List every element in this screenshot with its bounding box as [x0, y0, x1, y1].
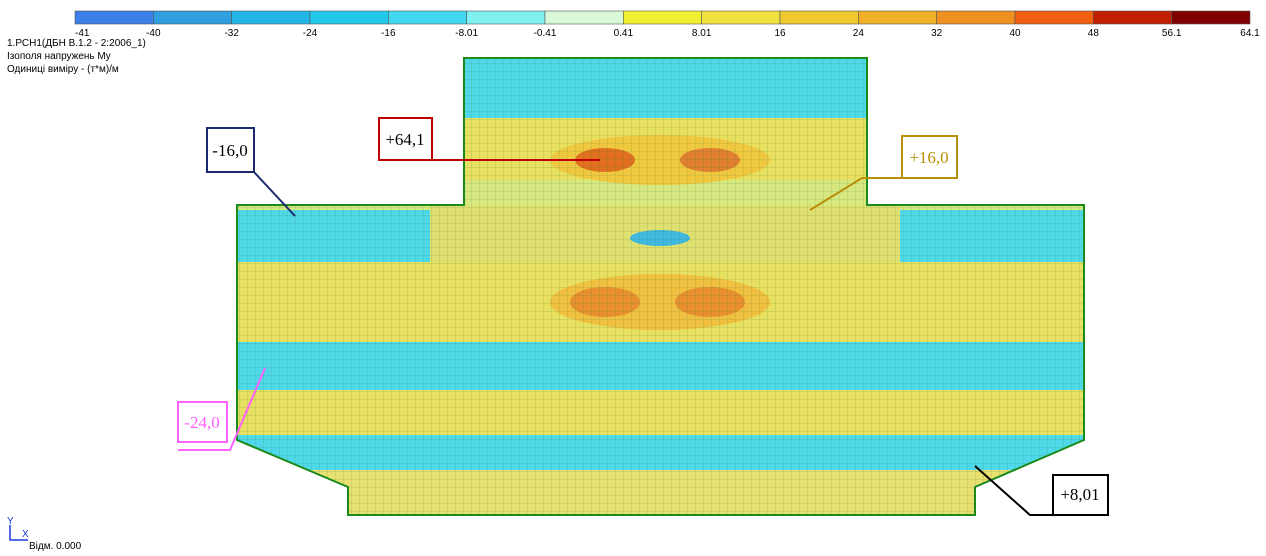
- axis-y: Y: [7, 516, 14, 527]
- legend-label: -32: [224, 28, 239, 39]
- callout: +16,0: [909, 148, 948, 167]
- legend-label: 32: [931, 28, 943, 39]
- legend-label: 8.01: [692, 28, 712, 39]
- legend-label: -24: [303, 28, 318, 39]
- legend-swatch: [858, 11, 936, 24]
- legend-swatch: [75, 11, 153, 24]
- legend-label: 56.1: [1162, 28, 1182, 39]
- legend-swatch: [232, 11, 310, 24]
- legend-swatch: [310, 11, 388, 24]
- legend-label: 16: [774, 28, 786, 39]
- legend-label: 40: [1009, 28, 1021, 39]
- legend-label: -8.01: [455, 28, 478, 39]
- legend-swatch: [623, 11, 701, 24]
- legend-swatch: [702, 11, 780, 24]
- legend-swatch: [153, 11, 231, 24]
- axis-x: X: [22, 529, 29, 540]
- legend-label: -40: [146, 28, 161, 39]
- legend-label: 0.41: [614, 28, 634, 39]
- level: Відм. 0.000: [29, 541, 82, 552]
- legend-label: 48: [1088, 28, 1100, 39]
- load-case: 1.РСН1(ДБН В.1.2 - 2:2006_1): [7, 38, 146, 49]
- legend-swatch: [1172, 11, 1250, 24]
- legend-swatch: [545, 11, 623, 24]
- legend-swatch: [1093, 11, 1171, 24]
- legend-label: -16: [381, 28, 396, 39]
- legend-swatch: [388, 11, 466, 24]
- legend-swatch: [1015, 11, 1093, 24]
- legend-label: 64.1: [1240, 28, 1260, 39]
- callout: -24,0: [184, 413, 219, 432]
- callout: +64,1: [385, 130, 424, 149]
- screen: -41-40-32-24-16-8.01-0.410.418.011624324…: [0, 0, 1266, 556]
- contour-plot: [230, 50, 1090, 520]
- legend-swatch: [467, 11, 545, 24]
- legend-label: 24: [853, 28, 865, 39]
- title: Ізополя напружень My: [7, 51, 111, 62]
- legend-swatch: [937, 11, 1015, 24]
- callout: -16,0: [212, 141, 247, 160]
- callout: +8,01: [1060, 485, 1099, 504]
- units: Одиниці виміру - (т*м)/м: [7, 64, 119, 75]
- legend-swatch: [780, 11, 858, 24]
- legend-label: -0.41: [534, 28, 557, 39]
